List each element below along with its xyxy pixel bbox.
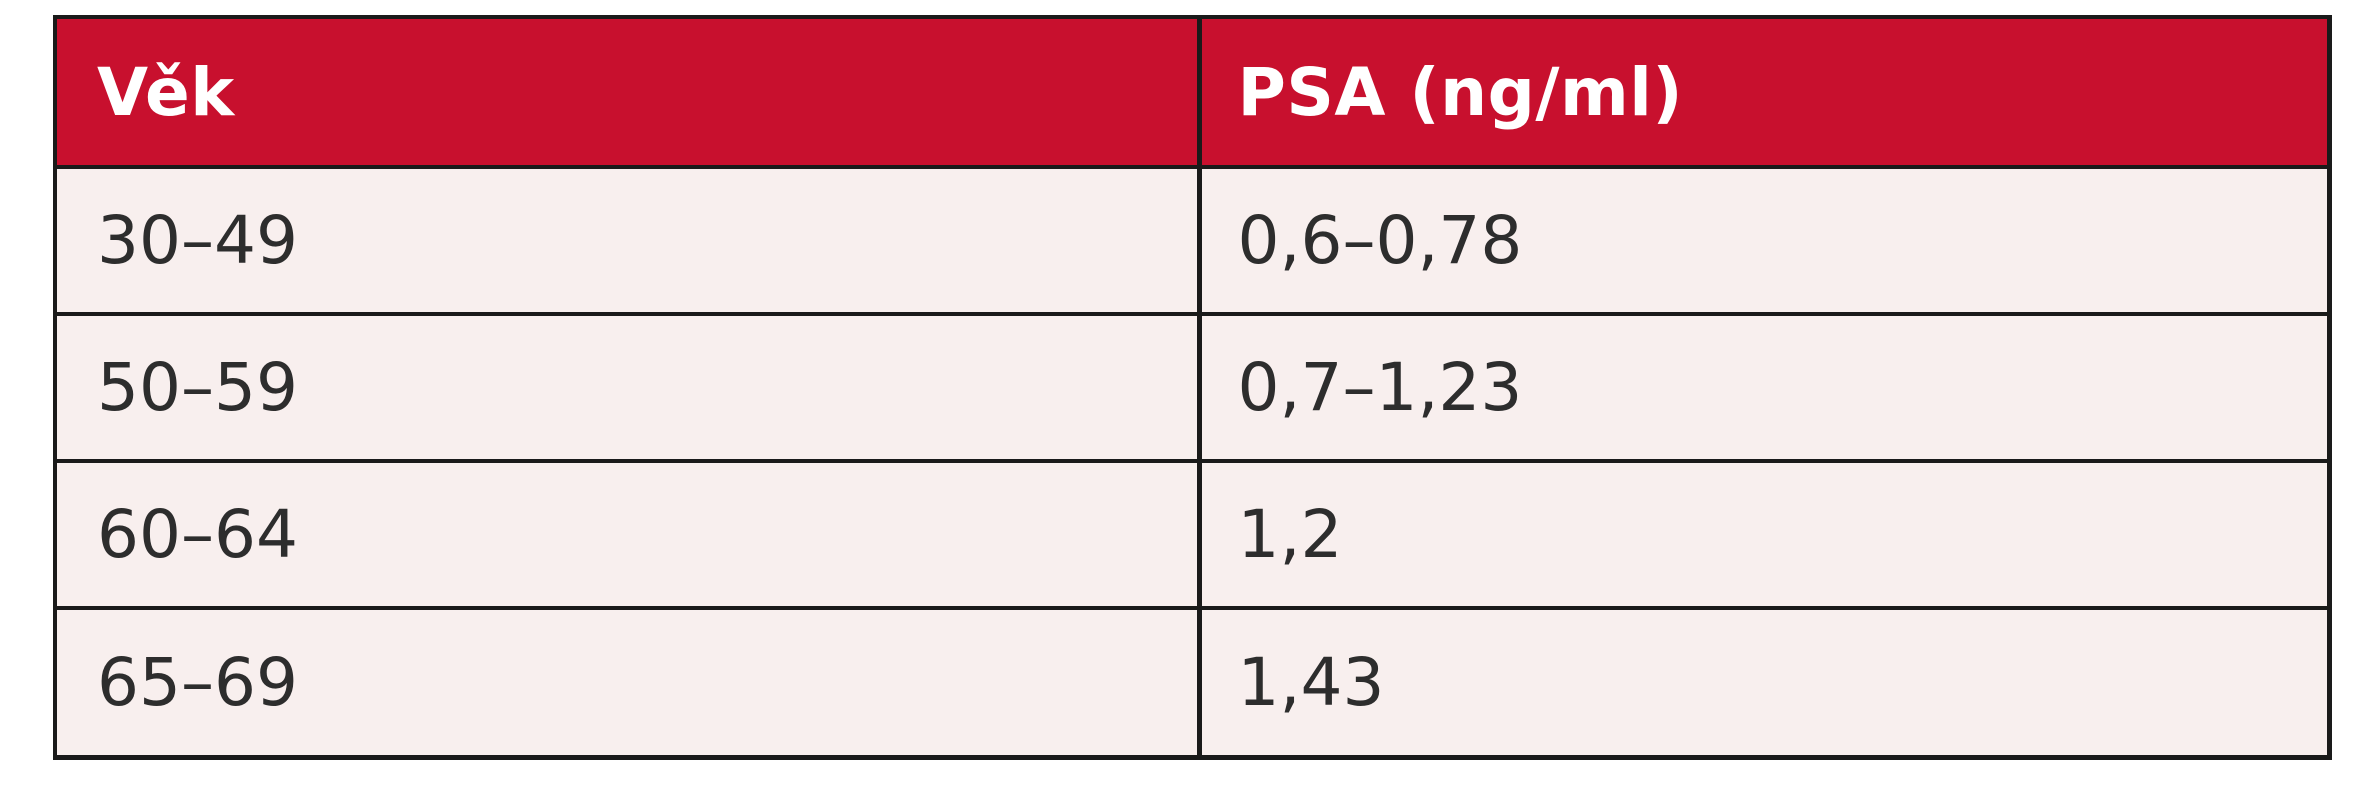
table-body: 30–49 0,6–0,78 50–59 0,7–1,23 60–64 1,2 … — [57, 167, 2327, 755]
table-row: 60–64 1,2 — [57, 461, 2327, 610]
table-row: 30–49 0,6–0,78 — [57, 167, 2327, 316]
header-row: Věk PSA (ng/ml) — [57, 19, 2327, 169]
table-row: 65–69 1,43 — [57, 608, 2327, 755]
cell-age: 50–59 — [57, 314, 1202, 463]
header-psa: PSA (ng/ml) — [1199, 19, 2327, 169]
cell-psa: 0,7–1,23 — [1199, 314, 2327, 463]
header-age: Věk — [57, 19, 1202, 169]
cell-psa: 1,2 — [1199, 461, 2327, 610]
table-header: Věk PSA (ng/ml) — [57, 19, 2327, 169]
table-row: 50–59 0,7–1,23 — [57, 314, 2327, 463]
cell-age: 60–64 — [57, 461, 1202, 610]
psa-age-table: Věk PSA (ng/ml) 30–49 0,6–0,78 50–59 0,7… — [53, 15, 2332, 760]
cell-age: 30–49 — [57, 167, 1202, 316]
data-table: Věk PSA (ng/ml) 30–49 0,6–0,78 50–59 0,7… — [57, 19, 2327, 755]
cell-psa: 0,6–0,78 — [1199, 167, 2327, 316]
cell-psa: 1,43 — [1237, 644, 1385, 721]
cell-age: 65–69 — [57, 608, 1202, 755]
